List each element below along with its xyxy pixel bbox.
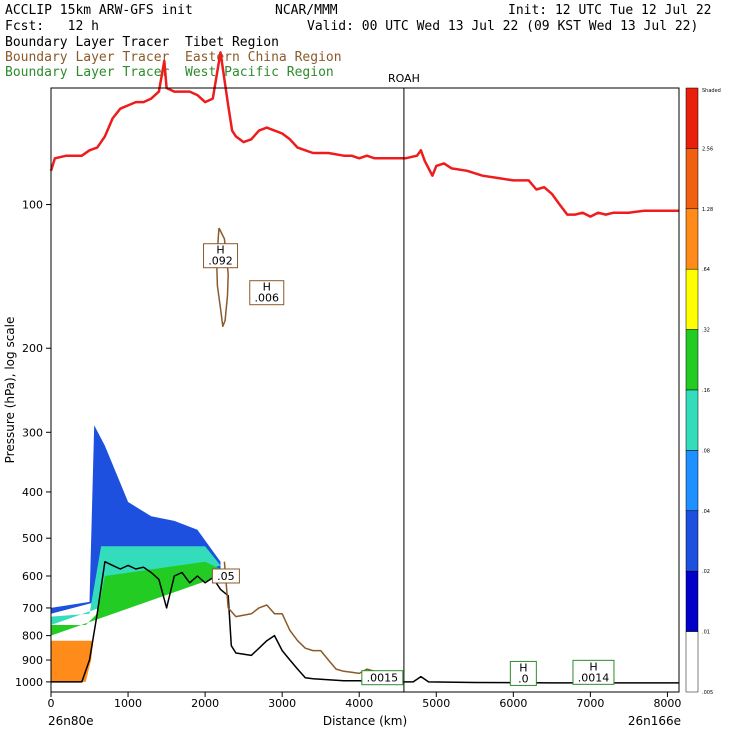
shaded-region-1 [51, 561, 221, 636]
right-endpoint-label: 26n166e [628, 714, 681, 728]
x-tick-label-1: 1000 [114, 697, 142, 710]
colorbar-swatch-9 [685, 631, 699, 693]
header-line2-left: Fcst: 12 h [5, 19, 99, 34]
legend-entry-eastern-china: Boundary Layer Tracer Eastern China Regi… [5, 50, 342, 65]
x-tick-label-7: 7000 [576, 697, 604, 710]
label-box-value-3: .0015 [367, 672, 399, 685]
colorbar-swatch-2 [685, 208, 699, 270]
x-tick-label-4: 4000 [345, 697, 373, 710]
label-box-2 [211, 568, 240, 584]
label-box-h-5: H [589, 660, 597, 673]
series-line-2 [223, 561, 383, 675]
x-axis-label: Distance (km) [323, 714, 407, 728]
header-line1-mid: NCAR/MMM [275, 3, 338, 18]
plot-frame [50, 87, 680, 693]
label-box-value-2: .05 [217, 570, 235, 583]
x-tick-label-0: 0 [48, 697, 55, 710]
colorbar-level-2: 1.28 [702, 207, 713, 213]
x-tick-label-8: 8000 [653, 697, 681, 710]
colorbar-level-5: .16 [702, 388, 710, 394]
label-box-value-0: .092 [208, 255, 233, 268]
colorbar-level-0: Shaded [702, 88, 721, 94]
y-tick-label-3: 400 [22, 486, 43, 499]
label-box-h-4: H [519, 661, 527, 674]
colorbar-level-8: .02 [702, 569, 710, 575]
colorbar-swatch-8 [685, 570, 699, 632]
y-tick-label-6: 700 [22, 602, 43, 615]
y-axis-label: Pressure (hPa), log scale [3, 317, 17, 464]
x-tick-label-5: 5000 [422, 697, 450, 710]
series-line-0 [49, 51, 679, 218]
vertical-marker-label: ROAH [388, 72, 420, 85]
colorbar-level-4: .32 [702, 328, 710, 334]
label-box-4 [509, 660, 537, 686]
y-tick-label-0: 100 [22, 199, 43, 212]
shaded-region-0 [51, 640, 94, 682]
colorbar-level-3: .64 [702, 267, 710, 273]
colorbar-swatch-3 [685, 268, 699, 330]
colorbar-level-1: 2.56 [702, 146, 713, 152]
y-tick-label-1: 200 [22, 342, 43, 355]
colorbar-swatch-0 [685, 87, 699, 149]
label-box-value-1: .006 [255, 292, 280, 305]
y-tick-label-4: 500 [22, 532, 43, 545]
header-line1-right: Init: 12 UTC Tue 12 Jul 22 [508, 3, 712, 18]
header-line2-right: Valid: 00 UTC Wed 13 Jul 22 (09 KST Wed … [307, 19, 699, 34]
label-box-0 [203, 243, 239, 269]
colorbar-level-7: .04 [702, 509, 710, 515]
colorbar-level-9: .01 [702, 630, 710, 636]
label-box-h-0: H [216, 244, 224, 257]
legend-entry-west-pacific: Boundary Layer Tracer West Pacific Regio… [5, 65, 334, 80]
label-box-5 [572, 659, 615, 685]
colorbar-swatch-1 [685, 148, 699, 210]
left-endpoint-label: 26n80e [48, 714, 94, 728]
y-tick-label-5: 600 [22, 570, 43, 583]
y-tick-label-2: 300 [22, 426, 43, 439]
y-tick-label-9: 1000 [15, 676, 43, 689]
legend-entry-tibet: Boundary Layer Tracer Tibet Region [5, 35, 279, 50]
colorbar-swatch-7 [685, 510, 699, 572]
label-box-h-1: H [263, 281, 271, 294]
colorbar-swatch-4 [685, 329, 699, 391]
x-tick-label-3: 3000 [268, 697, 296, 710]
x-tick-label-6: 6000 [499, 697, 527, 710]
label-box-1 [249, 280, 285, 306]
x-tick-label-2: 2000 [191, 697, 219, 710]
y-tick-label-8: 900 [22, 654, 43, 667]
header-line1-left: ACCLIP 15km ARW-GFS init [5, 3, 193, 18]
colorbar-swatch-5 [685, 389, 699, 451]
colorbar-swatch-6 [685, 450, 699, 512]
label-box-3 [361, 670, 404, 686]
y-tick-label-7: 800 [22, 630, 43, 643]
colorbar-level-10: .005 [702, 690, 713, 696]
colorbar-level-6: .08 [702, 448, 710, 454]
label-box-value-4: .0 [518, 672, 529, 685]
label-box-value-5: .0014 [578, 671, 610, 684]
